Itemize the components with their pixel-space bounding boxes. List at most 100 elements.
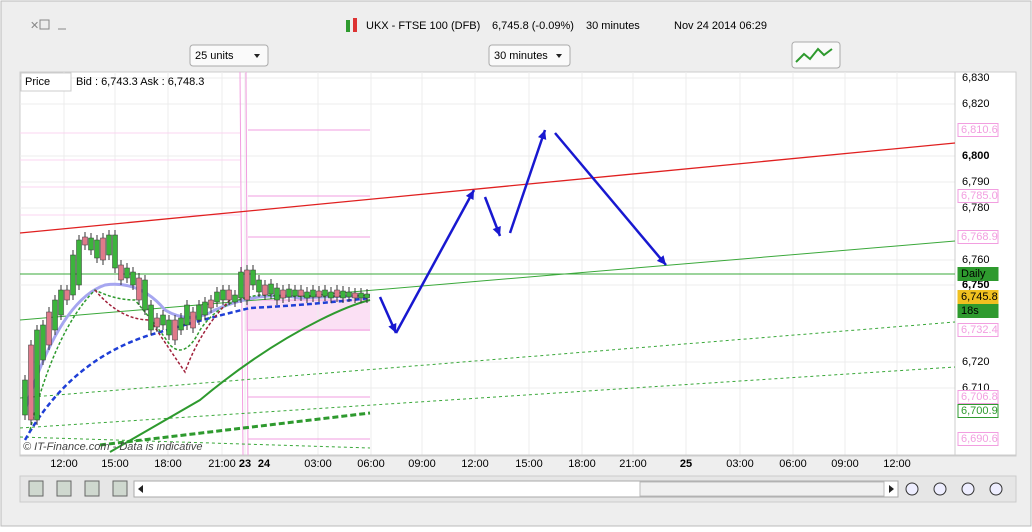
timeframe-dropdown[interactable]: 30 minutes: [488, 44, 571, 67]
copyright: © IT-Finance.com - Data is indicative: [23, 441, 203, 453]
candle: [172, 319, 178, 341]
price-tag: [957, 404, 999, 418]
moving-average: [23, 296, 371, 441]
candle: [94, 239, 100, 259]
price-axis-label: 6,750: [962, 279, 990, 291]
candle: [142, 279, 148, 311]
legend: Price: [25, 76, 50, 88]
price-tag: [957, 290, 999, 304]
candle: [190, 311, 196, 329]
time-axis-label: 25: [680, 458, 692, 470]
candle: [268, 283, 274, 295]
candle: [154, 317, 160, 328]
time-axis-label: 21:00: [619, 458, 647, 470]
price-tag-label: 6,732.4: [961, 324, 998, 336]
dropdown-label[interactable]: 30 minutes: [494, 50, 548, 62]
quote: Bid : 6,743.3 Ask : 6,748.3: [76, 76, 204, 88]
candle: [364, 293, 370, 299]
price-tag: [957, 230, 999, 244]
candle: [40, 324, 46, 361]
channel-line: [19, 366, 956, 429]
title-interval: 30 minutes: [586, 20, 640, 32]
candle: [58, 289, 64, 316]
price-tag: [957, 267, 999, 281]
moving-average: [109, 299, 371, 453]
candle: [70, 254, 76, 296]
candle: [82, 236, 88, 246]
toolbar-icon[interactable]: [56, 480, 72, 497]
indicator-button[interactable]: [791, 41, 841, 69]
dropdown-label[interactable]: 25 units: [195, 50, 234, 62]
toolbar-icon[interactable]: [933, 482, 947, 496]
candle: [262, 284, 268, 296]
title-date: Nov 24 2014 06:29: [674, 20, 767, 32]
price-tag-label: 18s: [961, 305, 979, 317]
candle: [178, 317, 184, 331]
candle: [304, 291, 310, 299]
indicator-icon: [795, 47, 833, 63]
moving-average: [94, 289, 231, 374]
toolbar-icon[interactable]: [989, 482, 1003, 496]
scroll-thumb[interactable]: [639, 481, 885, 497]
candle: [124, 267, 130, 279]
title-icon: [346, 20, 350, 32]
price-axis-label: 6,800: [962, 150, 990, 162]
toolbar-icon[interactable]: [84, 480, 100, 497]
candle: [148, 304, 154, 331]
time-axis-label: 23: [239, 458, 251, 470]
toolbar-icon[interactable]: [112, 480, 128, 497]
dropdown-arrow[interactable]: [254, 54, 260, 58]
candle: [334, 289, 340, 298]
candle: [250, 269, 256, 286]
toolbar-icon[interactable]: [28, 480, 44, 497]
candle: [238, 271, 244, 299]
chart-area: [19, 71, 1017, 457]
drawn-arrow: [508, 129, 547, 234]
price-tag-label: 6,810.6: [961, 124, 998, 136]
candle: [340, 290, 346, 299]
time-axis-label: 18:00: [568, 458, 596, 470]
candle: [214, 291, 220, 303]
scroll-left[interactable]: [138, 485, 143, 493]
candle: [322, 289, 328, 297]
candle: [352, 292, 358, 299]
candle: [316, 290, 322, 298]
price-tag: [957, 123, 999, 137]
candle: [196, 304, 202, 321]
time-axis-label: 03:00: [726, 458, 754, 470]
candle: [298, 289, 304, 297]
moving-average: [99, 411, 371, 447]
candle: [22, 379, 28, 416]
time-axis-label: 09:00: [831, 458, 859, 470]
maximize-button[interactable]: [39, 19, 50, 30]
time-axis-label: 06:00: [357, 458, 385, 470]
candle: [52, 299, 58, 331]
candle: [184, 304, 190, 326]
toolbar-icon[interactable]: [905, 482, 919, 496]
channel-line: [19, 321, 956, 399]
dropdown-arrow[interactable]: [556, 54, 562, 58]
candle: [226, 289, 232, 301]
units-dropdown[interactable]: 25 units: [189, 44, 269, 67]
dropdown-box[interactable]: [189, 44, 269, 67]
price-tag: [957, 323, 999, 337]
toolbar-icon[interactable]: [961, 482, 975, 496]
price-tag-label: 6,785.0: [961, 190, 998, 202]
scroll-right[interactable]: [889, 485, 894, 493]
time-axis-label: 24: [258, 458, 271, 470]
candle: [232, 294, 238, 303]
candle: [292, 289, 298, 297]
candle: [118, 264, 124, 281]
price-tag-label: 6,768.9: [961, 231, 998, 243]
close-button[interactable]: ✕: [30, 20, 39, 32]
dropdown-box[interactable]: [488, 44, 571, 67]
price-tag: [957, 304, 999, 318]
candle: [310, 289, 316, 298]
channel-line: [19, 436, 371, 449]
candle: [280, 289, 286, 299]
candle: [286, 288, 292, 298]
time-axis-label: 12:00: [883, 458, 911, 470]
price-tag: [957, 189, 999, 203]
candle: [106, 234, 112, 256]
